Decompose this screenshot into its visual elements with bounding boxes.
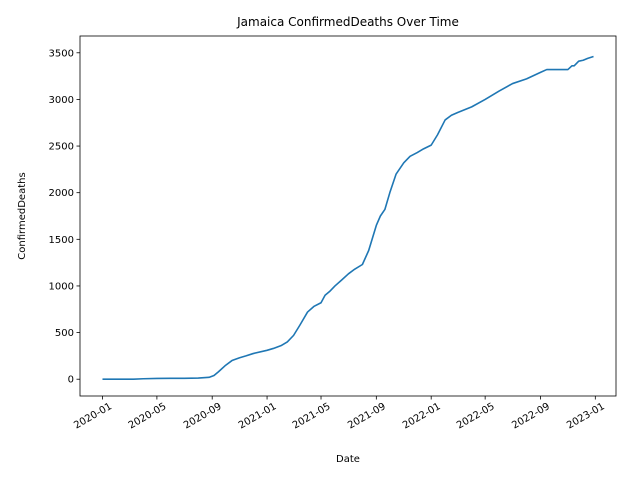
x-axis-label: Date [336,454,360,465]
x-tick-label: 2021-09 [346,401,388,431]
y-tick-label: 2500 [49,142,74,153]
y-tick-label: 0 [68,375,74,386]
y-tick-label: 3500 [49,48,74,59]
x-tick-label: 2022-05 [455,401,497,431]
x-tick-label: 2023-01 [565,401,607,431]
x-tick-label: 2021-01 [237,401,279,431]
y-tick-label: 1500 [49,235,74,246]
x-tick-label: 2020-09 [182,401,224,431]
y-tick-label: 3000 [49,95,74,106]
y-tick-label: 2000 [49,188,74,199]
x-tick-label: 2021-05 [291,401,333,431]
y-axis-label: ConfirmedDeaths [17,172,28,259]
series-line-0 [102,55,594,381]
axes-frame [79,35,617,397]
x-tick-label: 2020-01 [72,401,114,431]
chart-title: Jamaica ConfirmedDeaths Over Time [236,15,459,29]
x-tick-label: 2022-01 [401,401,443,431]
x-tick-label: 2020-05 [127,401,169,431]
plot-area: 0 500 1000 1500 2000 2500 3000 3500 2020-01 2020-… [49,35,617,431]
y-tick-label: 500 [55,328,74,339]
y-tick-label: 1000 [49,281,74,292]
x-tick-label: 2022-09 [510,401,552,431]
